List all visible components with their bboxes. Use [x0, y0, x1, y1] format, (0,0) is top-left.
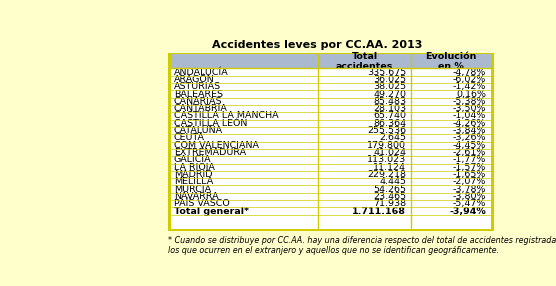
Text: Total
accidentes: Total accidentes	[336, 51, 393, 71]
Text: 1.711.168: 1.711.168	[352, 206, 406, 216]
Text: NAVARRA: NAVARRA	[174, 192, 219, 201]
Text: -3,78%: -3,78%	[453, 185, 486, 194]
Text: -3,84%: -3,84%	[453, 126, 486, 135]
Text: -1,42%: -1,42%	[453, 82, 486, 91]
Text: LA RIOJA: LA RIOJA	[174, 163, 215, 172]
Text: ASTURIAS: ASTURIAS	[174, 82, 221, 91]
Text: -1,57%: -1,57%	[453, 163, 486, 172]
Text: CASTILLA LEÓN: CASTILLA LEÓN	[174, 119, 247, 128]
Text: COM VALENCIANA: COM VALENCIANA	[174, 141, 259, 150]
Text: -2,07%: -2,07%	[453, 177, 486, 186]
Text: 28.103: 28.103	[373, 104, 406, 113]
Text: Accidentes leves por CC.AA. 2013: Accidentes leves por CC.AA. 2013	[212, 40, 423, 50]
Text: Total general*: Total general*	[174, 206, 249, 216]
Text: MELILLA: MELILLA	[174, 177, 213, 186]
Text: 86.364: 86.364	[373, 119, 406, 128]
Text: CATALUÑA: CATALUÑA	[174, 126, 223, 135]
Text: CEUTA: CEUTA	[174, 134, 205, 142]
Text: -3,80%: -3,80%	[453, 192, 486, 201]
Text: 179.800: 179.800	[367, 141, 406, 150]
Text: 335.675: 335.675	[367, 67, 406, 77]
Text: * Cuando se distribuye por CC.AA. hay una diferencia respecto del total de accid: * Cuando se distribuye por CC.AA. hay un…	[168, 236, 556, 255]
Text: 0,16%: 0,16%	[456, 90, 486, 99]
Text: -4,26%: -4,26%	[453, 119, 486, 128]
Text: 49.270: 49.270	[373, 90, 406, 99]
Text: -4,45%: -4,45%	[453, 141, 486, 150]
Text: MURCIA: MURCIA	[174, 185, 211, 194]
Text: 85.483: 85.483	[373, 97, 406, 106]
Text: GALICIA: GALICIA	[174, 155, 212, 164]
Text: 41.024: 41.024	[373, 148, 406, 157]
Text: 4.445: 4.445	[379, 177, 406, 186]
Text: -1,65%: -1,65%	[453, 170, 486, 179]
Text: -4,78%: -4,78%	[453, 67, 486, 77]
Text: CANARIAS: CANARIAS	[174, 97, 222, 106]
Text: 65.740: 65.740	[373, 112, 406, 120]
Text: -2,61%: -2,61%	[453, 148, 486, 157]
Text: ARAGÓN: ARAGÓN	[174, 75, 215, 84]
Text: 113.023: 113.023	[367, 155, 406, 164]
Bar	[168, 53, 494, 231]
Text: CANTABRIA: CANTABRIA	[174, 104, 228, 113]
Text: 11.124: 11.124	[373, 163, 406, 172]
Bar	[171, 54, 491, 229]
Bar	[171, 54, 491, 68]
Text: Evolución
en %: Evolución en %	[425, 51, 476, 71]
Text: 23.465: 23.465	[373, 192, 406, 201]
Text: CASTILLA LA MANCHA: CASTILLA LA MANCHA	[174, 112, 279, 120]
Text: -3,26%: -3,26%	[453, 134, 486, 142]
Text: -3,50%: -3,50%	[453, 104, 486, 113]
Text: PAÍS VASCO: PAÍS VASCO	[174, 199, 230, 208]
Text: 71.938: 71.938	[373, 199, 406, 208]
Text: 2.645: 2.645	[379, 134, 406, 142]
Text: -6,02%: -6,02%	[453, 75, 486, 84]
Text: 255.536: 255.536	[367, 126, 406, 135]
Text: -1,77%: -1,77%	[453, 155, 486, 164]
Text: -1,04%: -1,04%	[453, 112, 486, 120]
Text: -5,38%: -5,38%	[453, 97, 486, 106]
Text: ANDALUCÍA: ANDALUCÍA	[174, 67, 229, 77]
Text: -3,94%: -3,94%	[449, 206, 486, 216]
Text: 229.218: 229.218	[367, 170, 406, 179]
Text: 38.025: 38.025	[373, 82, 406, 91]
Text: 54.265: 54.265	[373, 185, 406, 194]
Text: 36.025: 36.025	[373, 75, 406, 84]
Text: MADRID: MADRID	[174, 170, 212, 179]
Text: -5,47%: -5,47%	[453, 199, 486, 208]
Text: EXTREMADURA: EXTREMADURA	[174, 148, 246, 157]
Text: BALEARES: BALEARES	[174, 90, 223, 99]
